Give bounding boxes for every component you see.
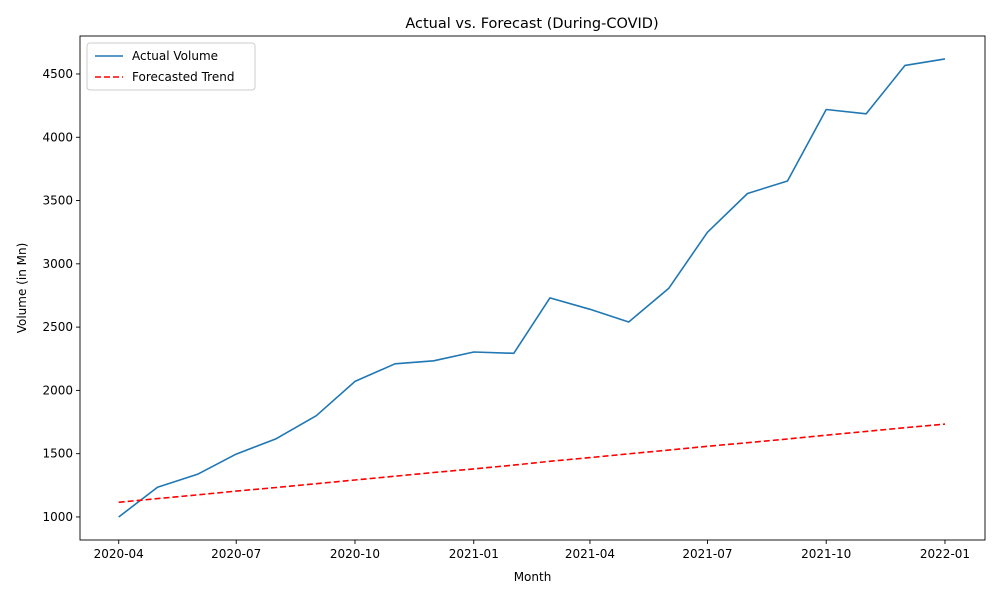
legend-label: Actual Volume <box>132 49 218 63</box>
series-line-forecasted-trend <box>118 423 946 504</box>
x-tick-label: 2021-04 <box>565 547 615 561</box>
series-lines <box>118 58 946 518</box>
x-tick-label: 2021-01 <box>449 547 499 561</box>
legend-box <box>86 42 256 91</box>
x-axis-label: Month <box>514 570 552 584</box>
x-axis: 2020-04 2020-07 2020-10 2021-01 2021-04 2021-… <box>94 540 970 561</box>
y-tick-label: 1000 <box>42 510 73 524</box>
x-tick-label: 2020-07 <box>211 547 261 561</box>
x-tick-label: 2020-10 <box>330 547 380 561</box>
y-axis: 1000 1500 2000 2500 3000 3500 4000 4500 <box>42 67 80 524</box>
y-tick-label: 4500 <box>42 67 73 81</box>
x-tick-label: 2022-01 <box>920 547 970 561</box>
x-tick-label: 2021-10 <box>801 547 851 561</box>
legend: Actual Volume Forecasted Trend <box>86 42 256 91</box>
chart-title: Actual vs. Forecast (During-COVID) <box>405 16 658 32</box>
axes-frame <box>79 35 986 541</box>
plot-area: 2020-04 2020-07 2020-10 2021-01 2021-04 2021-… <box>42 35 986 561</box>
y-axis-label: Volume (in Mn) <box>15 243 29 334</box>
y-tick-label: 2000 <box>42 383 73 397</box>
y-tick-label: 3000 <box>42 257 73 271</box>
x-tick-label: 2021-07 <box>682 547 732 561</box>
y-tick-label: 4000 <box>42 130 73 144</box>
y-tick-label: 1500 <box>42 447 73 461</box>
y-tick-label: 2500 <box>42 320 73 334</box>
legend-label: Forecasted Trend <box>132 70 234 84</box>
series-line-actual-volume <box>118 58 946 518</box>
x-tick-label: 2020-04 <box>94 547 144 561</box>
y-tick-label: 3500 <box>42 194 73 208</box>
